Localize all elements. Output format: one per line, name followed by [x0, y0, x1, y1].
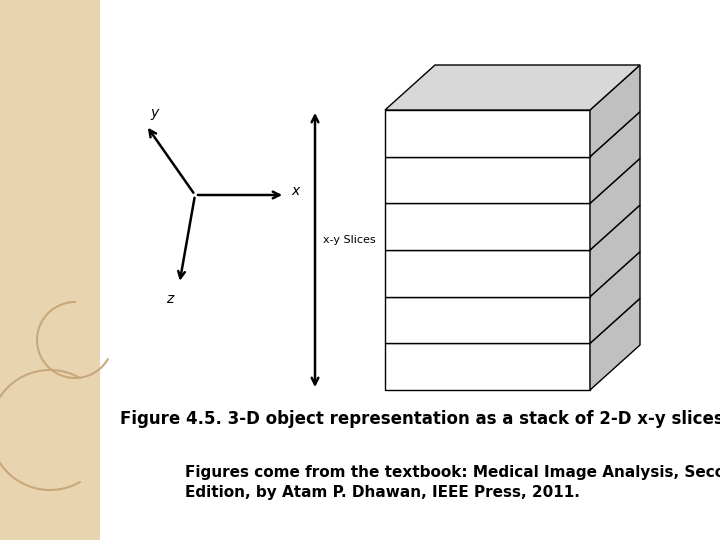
Polygon shape — [385, 204, 590, 250]
Text: x-y Slices: x-y Slices — [323, 235, 376, 245]
Text: y: y — [150, 106, 158, 120]
Polygon shape — [385, 343, 590, 390]
Polygon shape — [590, 252, 640, 343]
Polygon shape — [385, 110, 590, 157]
Polygon shape — [385, 296, 590, 343]
Text: z: z — [166, 292, 174, 306]
Polygon shape — [590, 65, 640, 157]
Polygon shape — [385, 250, 590, 296]
Polygon shape — [385, 65, 640, 110]
Polygon shape — [590, 112, 640, 204]
Text: Figures come from the textbook: Medical Image Analysis, Second: Figures come from the textbook: Medical … — [185, 465, 720, 480]
Polygon shape — [590, 298, 640, 390]
Text: x: x — [291, 184, 300, 198]
Text: Edition, by Atam P. Dhawan, IEEE Press, 2011.: Edition, by Atam P. Dhawan, IEEE Press, … — [185, 485, 580, 500]
Text: Figure 4.5. 3-D object representation as a stack of 2-D x-y slices.: Figure 4.5. 3-D object representation as… — [120, 410, 720, 428]
Polygon shape — [590, 205, 640, 296]
Polygon shape — [385, 157, 590, 204]
Bar — [0, 0, 100, 540]
Polygon shape — [590, 158, 640, 250]
